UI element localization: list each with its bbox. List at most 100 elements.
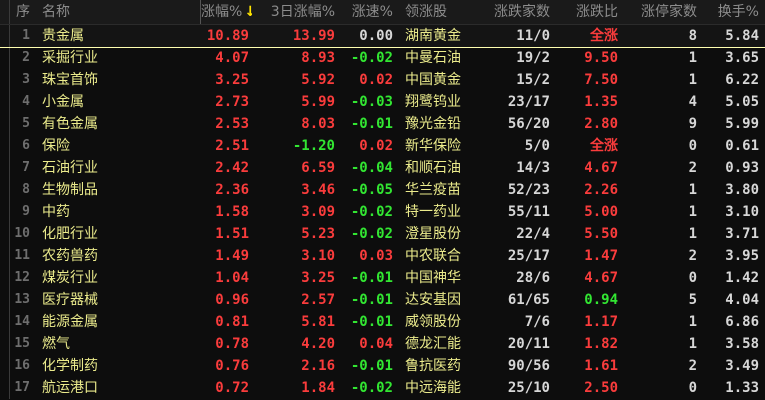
cell-updown: 11/0	[516, 28, 550, 44]
cell-name: 能源金属	[42, 314, 98, 330]
cell-ratio: 1.47	[584, 248, 618, 264]
column-header-chg3d[interactable]: 3日涨幅%	[270, 4, 335, 20]
table-row[interactable]: 15 燃气 0.78 4.20 0.04 德龙汇能 20/11 1.82 1 3.58	[0, 333, 765, 355]
cell-updown: 22/4	[516, 226, 550, 242]
cell-updown: 19/2	[516, 50, 550, 66]
cell-seq: 13	[14, 292, 30, 307]
cell-seq: 8	[22, 182, 30, 197]
column-header-limitup[interactable]: 涨停家数	[641, 4, 697, 20]
cell-limit: 1	[688, 314, 697, 330]
cell-chg3: 6.59	[301, 160, 335, 176]
table-row[interactable]: 16 化学制药 0.76 2.16 -0.01 鲁抗医药 90/56 1.61 2 3.49	[0, 355, 765, 377]
cell-chg3: 13.99	[292, 28, 335, 44]
column-header-leader[interactable]: 领涨股	[405, 4, 447, 20]
cell-limit: 1	[688, 226, 697, 242]
column-header-turnover[interactable]: 换手%	[717, 4, 759, 20]
cell-limit: 8	[688, 28, 697, 44]
cell-limit: 0	[688, 270, 697, 286]
column-header-updown[interactable]: 涨跌家数	[494, 4, 550, 20]
cell-name: 珠宝首饰	[42, 72, 98, 88]
cell-turnover: 6.22	[725, 72, 759, 88]
column-header-chg[interactable]: 涨幅%↓	[200, 0, 252, 24]
cell-limit: 5	[688, 292, 697, 308]
column-header-ratio[interactable]: 涨跌比	[576, 4, 618, 20]
table-row[interactable]: 11 农药兽药 1.49 3.10 0.03 中农联合 25/17 1.47 2 3.95	[0, 245, 765, 267]
cell-chg: 0.76	[215, 358, 249, 374]
cell-leader: 鲁抗医药	[405, 358, 461, 374]
table-row[interactable]: 1 贵金属 10.89 13.99 0.00 湖南黄金 11/0 全涨 8 5.84	[0, 25, 765, 47]
cell-speed: -0.01	[350, 116, 393, 132]
gutter-divider	[0, 113, 10, 135]
cell-turnover: 5.05	[725, 94, 759, 110]
cell-leader: 威领股份	[405, 314, 461, 330]
cell-ratio: 5.50	[584, 226, 618, 242]
cell-chg: 0.72	[215, 380, 249, 396]
cell-ratio: 1.82	[584, 336, 618, 352]
cell-speed: -0.02	[350, 226, 393, 242]
cell-ratio: 全涨	[590, 138, 618, 154]
cell-turnover: 3.95	[725, 248, 759, 264]
cell-name: 医疗器械	[42, 292, 98, 308]
cell-chg3: 2.16	[301, 358, 335, 374]
cell-chg3: 5.81	[301, 314, 335, 330]
cell-seq: 12	[14, 270, 30, 285]
table-row[interactable]: 13 医疗器械 0.96 2.57 -0.01 达安基因 61/65 0.94 5 4.04	[0, 289, 765, 311]
gutter-divider	[0, 245, 10, 267]
gutter-divider	[0, 91, 10, 113]
cell-seq: 15	[14, 336, 30, 351]
cell-updown: 25/10	[507, 380, 550, 396]
cell-chg3: 5.23	[301, 226, 335, 242]
table-row[interactable]: 8 生物制品 2.36 3.46 -0.05 华兰疫苗 52/23 2.26 1 3.80	[0, 179, 765, 201]
cell-updown: 25/17	[507, 248, 550, 264]
cell-speed: 0.00	[359, 28, 393, 44]
table-row[interactable]: 5 有色金属 2.53 8.03 -0.01 豫光金铅 56/20 2.80 9 5.99	[0, 113, 765, 135]
cell-name: 煤炭行业	[42, 270, 98, 286]
cell-name: 保险	[42, 138, 70, 154]
cell-turnover: 1.42	[725, 270, 759, 286]
table-row[interactable]: 17 航运港口 0.72 1.84 -0.02 中远海能 25/10 2.50 0 1.33	[0, 377, 765, 399]
cell-limit: 9	[688, 116, 697, 132]
cell-name: 农药兽药	[42, 248, 98, 264]
cell-speed: 0.02	[359, 72, 393, 88]
cell-limit: 1	[688, 50, 697, 66]
cell-turnover: 1.33	[725, 380, 759, 396]
table-row[interactable]: 9 中药 1.58 3.09 -0.02 特一药业 55/11 5.00 1 3.10	[0, 201, 765, 223]
cell-chg3: 8.93	[301, 50, 335, 66]
cell-updown: 5/0	[524, 138, 550, 154]
table-row[interactable]: 10 化肥行业 1.51 5.23 -0.02 澄星股份 22/4 5.50 1 3.71	[0, 223, 765, 245]
cell-seq: 4	[22, 94, 30, 109]
cell-ratio: 1.61	[584, 358, 618, 374]
table-row[interactable]: 7 石油行业 2.42 6.59 -0.04 和顺石油 14/3 4.67 2 0.93	[0, 157, 765, 179]
cell-turnover: 3.58	[725, 336, 759, 352]
cell-turnover: 3.10	[725, 204, 759, 220]
column-header-speed[interactable]: 涨速%	[351, 4, 393, 20]
cell-limit: 1	[688, 204, 697, 220]
cell-updown: 90/56	[507, 358, 550, 374]
table-header: 序 名称 涨幅%↓ 3日涨幅% 涨速% 领涨股 涨跌家数 涨跌比 涨停家数 换手…	[0, 0, 765, 25]
cell-chg: 1.51	[215, 226, 249, 242]
cell-updown: 28/6	[516, 270, 550, 286]
table-row[interactable]: 2 采掘行业 4.07 8.93 -0.02 中曼石油 19/2 9.50 1 3.65	[0, 47, 765, 69]
cell-updown: 23/17	[507, 94, 550, 110]
table-row[interactable]: 12 煤炭行业 1.04 3.25 -0.01 中国神华 28/6 4.67 0 1.42	[0, 267, 765, 289]
cell-chg: 1.49	[215, 248, 249, 264]
cell-chg: 2.73	[215, 94, 249, 110]
cell-limit: 1	[688, 182, 697, 198]
table-row[interactable]: 3 珠宝首饰 3.25 5.92 0.02 中国黄金 15/2 7.50 1 6.22	[0, 69, 765, 91]
column-header-name[interactable]: 名称	[42, 4, 70, 20]
cell-name: 石油行业	[42, 160, 98, 176]
table-row[interactable]: 6 保险 2.51 -1.20 0.02 新华保险 5/0 全涨 0 0.61	[0, 135, 765, 157]
gutter-divider	[0, 267, 10, 289]
cell-turnover: 4.04	[725, 292, 759, 308]
cell-chg3: 5.99	[301, 94, 335, 110]
column-header-seq[interactable]: 序	[16, 4, 30, 20]
table-row[interactable]: 4 小金属 2.73 5.99 -0.03 翔鹭钨业 23/17 1.35 4 5.05	[0, 91, 765, 113]
cell-speed: 0.04	[359, 336, 393, 352]
cell-leader: 翔鹭钨业	[405, 94, 461, 110]
cell-turnover: 3.71	[725, 226, 759, 242]
cell-ratio: 9.50	[584, 50, 618, 66]
table-row[interactable]: 14 能源金属 0.81 5.81 -0.01 威领股份 7/6 1.17 1 6.86	[0, 311, 765, 333]
cell-chg3: 3.09	[301, 204, 335, 220]
table-body: 1 贵金属 10.89 13.99 0.00 湖南黄金 11/0 全涨 8 5.84 2 采掘行业 4.…	[0, 25, 765, 399]
cell-leader: 中远海能	[405, 380, 461, 396]
